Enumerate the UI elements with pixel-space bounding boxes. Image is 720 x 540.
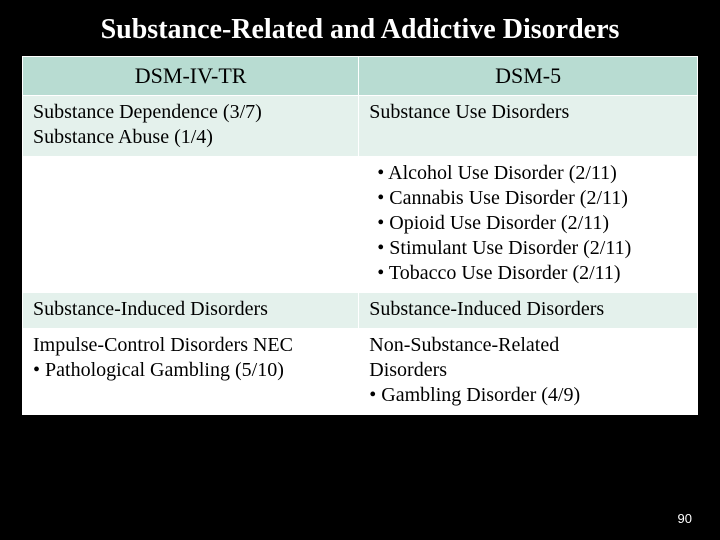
col-header-dsm5: DSM-5 bbox=[359, 57, 698, 96]
bullet-item: Tobacco Use Disorder (2/11) bbox=[377, 261, 687, 286]
table-row: Substance Dependence (3/7) Substance Abu… bbox=[23, 96, 698, 157]
slide-title: Substance-Related and Addictive Disorder… bbox=[0, 0, 720, 56]
page-number: 90 bbox=[672, 509, 698, 528]
table-header-row: DSM-IV-TR DSM-5 bbox=[23, 57, 698, 96]
cell-right: Substance-Induced Disorders bbox=[359, 293, 698, 329]
cell-left: Impulse-Control Disorders NEC Pathologic… bbox=[23, 329, 359, 415]
cell-text: Substance Dependence (3/7) bbox=[33, 101, 262, 123]
bullet-item: Stimulant Use Disorder (2/11) bbox=[377, 236, 687, 261]
cell-text: Disorders bbox=[369, 359, 447, 381]
comparison-table-container: DSM-IV-TR DSM-5 Substance Dependence (3/… bbox=[22, 56, 698, 415]
bullet-item: Cannabis Use Disorder (2/11) bbox=[377, 186, 687, 211]
comparison-table: DSM-IV-TR DSM-5 Substance Dependence (3/… bbox=[22, 56, 698, 415]
table-row: Substance-Induced Disorders Substance-In… bbox=[23, 293, 698, 329]
sub-bullet: Gambling Disorder (4/9) bbox=[369, 384, 580, 406]
cell-text: Substance Abuse (1/4) bbox=[33, 126, 213, 148]
bullet-item: Alcohol Use Disorder (2/11) bbox=[377, 161, 687, 186]
sub-bullet: Pathological Gambling (5/10) bbox=[33, 359, 284, 381]
cell-left: Substance-Induced Disorders bbox=[23, 293, 359, 329]
cell-left: Substance Dependence (3/7) Substance Abu… bbox=[23, 96, 359, 157]
bullet-list: Alcohol Use Disorder (2/11) Cannabis Use… bbox=[369, 161, 687, 286]
col-header-dsm4: DSM-IV-TR bbox=[23, 57, 359, 96]
cell-text: Impulse-Control Disorders NEC bbox=[33, 334, 293, 356]
table-row: Alcohol Use Disorder (2/11) Cannabis Use… bbox=[23, 157, 698, 293]
cell-left-empty bbox=[23, 157, 359, 293]
table-row: Impulse-Control Disorders NEC Pathologic… bbox=[23, 329, 698, 415]
bullet-item: Opioid Use Disorder (2/11) bbox=[377, 211, 687, 236]
cell-right: Substance Use Disorders bbox=[359, 96, 698, 157]
cell-right: Alcohol Use Disorder (2/11) Cannabis Use… bbox=[359, 157, 698, 293]
cell-text: Substance Use Disorders bbox=[369, 101, 569, 123]
cell-text: Non-Substance-Related bbox=[369, 334, 559, 356]
cell-right: Non-Substance-Related Disorders Gambling… bbox=[359, 329, 698, 415]
